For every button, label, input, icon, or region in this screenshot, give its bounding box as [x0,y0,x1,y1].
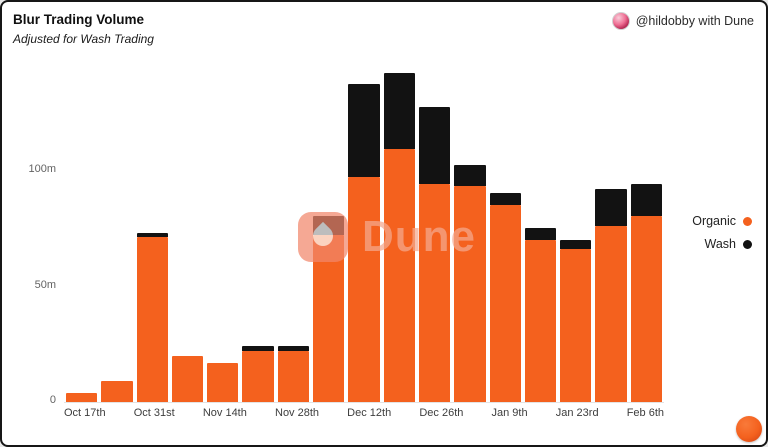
x-axis-tick-label: Nov 14th [202,407,247,419]
bar-column[interactable] [346,57,381,402]
legend-color-dot [743,216,752,226]
bar-column[interactable] [135,57,170,402]
bar-column[interactable] [64,57,99,402]
organic-bar-segment[interactable] [207,362,239,402]
organic-bar-segment[interactable] [136,237,168,402]
x-axis-tick-label: Nov 28th [275,407,320,419]
organic-bar-segment[interactable] [524,239,557,402]
author-avatar[interactable] [611,12,630,30]
wash-bar-segment[interactable] [383,72,415,150]
wash-bar-segment[interactable] [524,228,557,240]
organic-bar-segment[interactable] [595,225,627,402]
bar-column[interactable] [240,57,275,402]
bar-column[interactable] [558,57,593,402]
chart-legend: Organic Wash [692,214,752,251]
x-axis-tick-label: Oct 17th [64,407,106,419]
x-axis-tick-label: Oct 31st [133,407,175,419]
x-axis-tick-label [391,407,419,419]
author-attribution[interactable]: @hildobby with Dune [611,12,754,30]
organic-bar-segment[interactable] [101,381,133,402]
organic-bar-segment[interactable] [66,392,98,402]
bar-column[interactable] [593,57,628,402]
legend-color-dot [743,239,752,249]
bar-column[interactable] [629,57,664,402]
y-axis-tick-0: 0 [49,394,56,406]
x-axis-tick-label [528,407,556,419]
wash-bar-segment[interactable] [560,239,592,249]
organic-bar-segment[interactable] [560,248,592,402]
plot-area [64,57,664,403]
x-axis-tick-label: Feb 6th [626,407,665,419]
organic-bar-segment[interactable] [418,183,451,402]
bar-column[interactable] [382,57,417,402]
legend-label: Organic [692,214,736,228]
organic-bar-segment[interactable] [313,234,345,402]
floating-action-button[interactable] [736,416,762,442]
legend-label: Wash [704,237,737,251]
page-title: Blur Trading Volume [13,12,145,27]
bar-column[interactable] [417,57,452,402]
wash-bar-segment[interactable] [136,232,168,238]
wash-bar-segment[interactable] [277,346,310,351]
x-axis-tick-label [463,407,491,419]
x-axis-tick-label: Dec 26th [419,407,464,419]
page-subtitle: Adjusted for Wash Trading [13,32,154,46]
x-axis-tick-label [319,407,347,419]
organic-bar-segment[interactable] [242,350,274,402]
wash-bar-segment[interactable] [418,107,451,184]
bar-column[interactable] [99,57,134,402]
organic-bar-segment[interactable] [489,204,521,402]
legend-item-organic[interactable]: Organic [692,214,752,228]
bar-column[interactable] [276,57,311,402]
x-axis-tick-label [247,407,275,419]
y-axis-tick-50m: 50m [34,279,56,291]
x-axis-tick-label: Dec 12th [347,407,392,419]
organic-bar-segment[interactable] [383,149,415,402]
x-axis-labels: Oct 17th Oct 31st Nov 14th Nov 28th Dec 12th… [64,407,664,419]
bar-column[interactable] [205,57,240,402]
wash-bar-segment[interactable] [454,165,486,187]
wash-bar-segment[interactable] [242,346,274,351]
wash-bar-segment[interactable] [595,188,627,226]
wash-bar-segment[interactable] [489,193,521,205]
organic-bar-segment[interactable] [171,355,204,402]
wash-bar-segment[interactable] [313,216,345,235]
bar-column[interactable] [170,57,205,402]
bar-column[interactable] [488,57,523,402]
x-axis-tick-label: Jan 23rd [555,407,599,419]
author-attribution-label: @hildobby with Dune [635,14,754,28]
x-axis-tick-label: Jan 9th [491,407,528,419]
bar-column[interactable] [523,57,558,402]
x-axis-tick-label [106,407,134,419]
bar-column[interactable] [311,57,346,402]
organic-bar-segment[interactable] [348,176,380,402]
bar-column[interactable] [452,57,487,402]
wash-bar-segment[interactable] [348,84,380,177]
x-axis-tick-label [175,407,203,419]
y-axis-tick-100m: 100m [28,163,56,175]
x-axis-tick-label [599,407,627,419]
legend-item-wash[interactable]: Wash [704,237,752,251]
wash-bar-segment[interactable] [630,183,663,217]
organic-bar-segment[interactable] [277,350,310,402]
organic-bar-segment[interactable] [454,186,486,402]
organic-bar-segment[interactable] [630,216,663,402]
